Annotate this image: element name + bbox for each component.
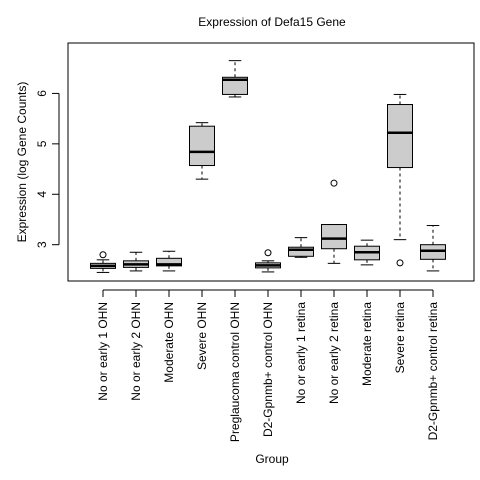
- box-iqr: [156, 257, 182, 267]
- box-group: [288, 237, 314, 258]
- y-tick-label: 5: [35, 140, 49, 147]
- plot-area-frame: [67, 42, 475, 282]
- x-tick-label: No or early 2 retina: [327, 302, 341, 404]
- x-tick-label: D2-Gpnmb+ control OHN: [261, 302, 275, 437]
- box-group: [222, 60, 248, 98]
- box-group: [123, 251, 149, 272]
- box-series: [90, 60, 446, 273]
- y-tick-label: 3: [35, 241, 49, 248]
- box-group: [321, 179, 347, 264]
- x-tick-label: D2-Gpnmb+ control retina: [426, 302, 440, 441]
- box-iqr: [222, 76, 248, 95]
- outlier-point: [396, 259, 404, 267]
- box-group: [420, 225, 446, 272]
- x-tick-label: No or early 2 OHN: [129, 302, 143, 401]
- x-tick-label: No or early 1 retina: [294, 302, 308, 404]
- box-group: [189, 122, 215, 180]
- x-axis: No or early 1 OHN No or early 2 OHN Modera…: [96, 289, 440, 442]
- x-tick-label: Severe retina: [393, 302, 407, 374]
- x-tick-label: Severe OHN: [195, 302, 209, 370]
- box-iqr: [189, 125, 215, 167]
- x-axis-label: Group: [255, 452, 289, 466]
- box-group: [255, 249, 281, 273]
- x-tick-label: Preglaucoma control OHN: [228, 302, 242, 442]
- outlier-point: [264, 249, 272, 257]
- box-group: [354, 239, 380, 266]
- x-tick-label: Moderate retina: [360, 302, 374, 386]
- box-group: [90, 251, 116, 273]
- outlier-point: [99, 251, 107, 259]
- box-iqr: [288, 246, 314, 257]
- chart-title: Expression of Defa15 Gene: [198, 15, 346, 29]
- box-iqr: [321, 224, 347, 250]
- box-iqr: [387, 104, 413, 169]
- box-iqr: [420, 244, 446, 260]
- y-tick-label: 6: [35, 90, 49, 97]
- y-axis: 3 4 5 6: [35, 90, 60, 248]
- y-tick-label: 4: [35, 191, 49, 198]
- x-tick-label: No or early 1 OHN: [96, 302, 110, 401]
- y-axis-label: Expression (log Gene Counts): [15, 82, 29, 243]
- x-tick-label: Moderate OHN: [162, 302, 176, 383]
- box-group: [156, 250, 182, 272]
- box-group: [387, 93, 413, 267]
- outlier-point: [330, 179, 338, 187]
